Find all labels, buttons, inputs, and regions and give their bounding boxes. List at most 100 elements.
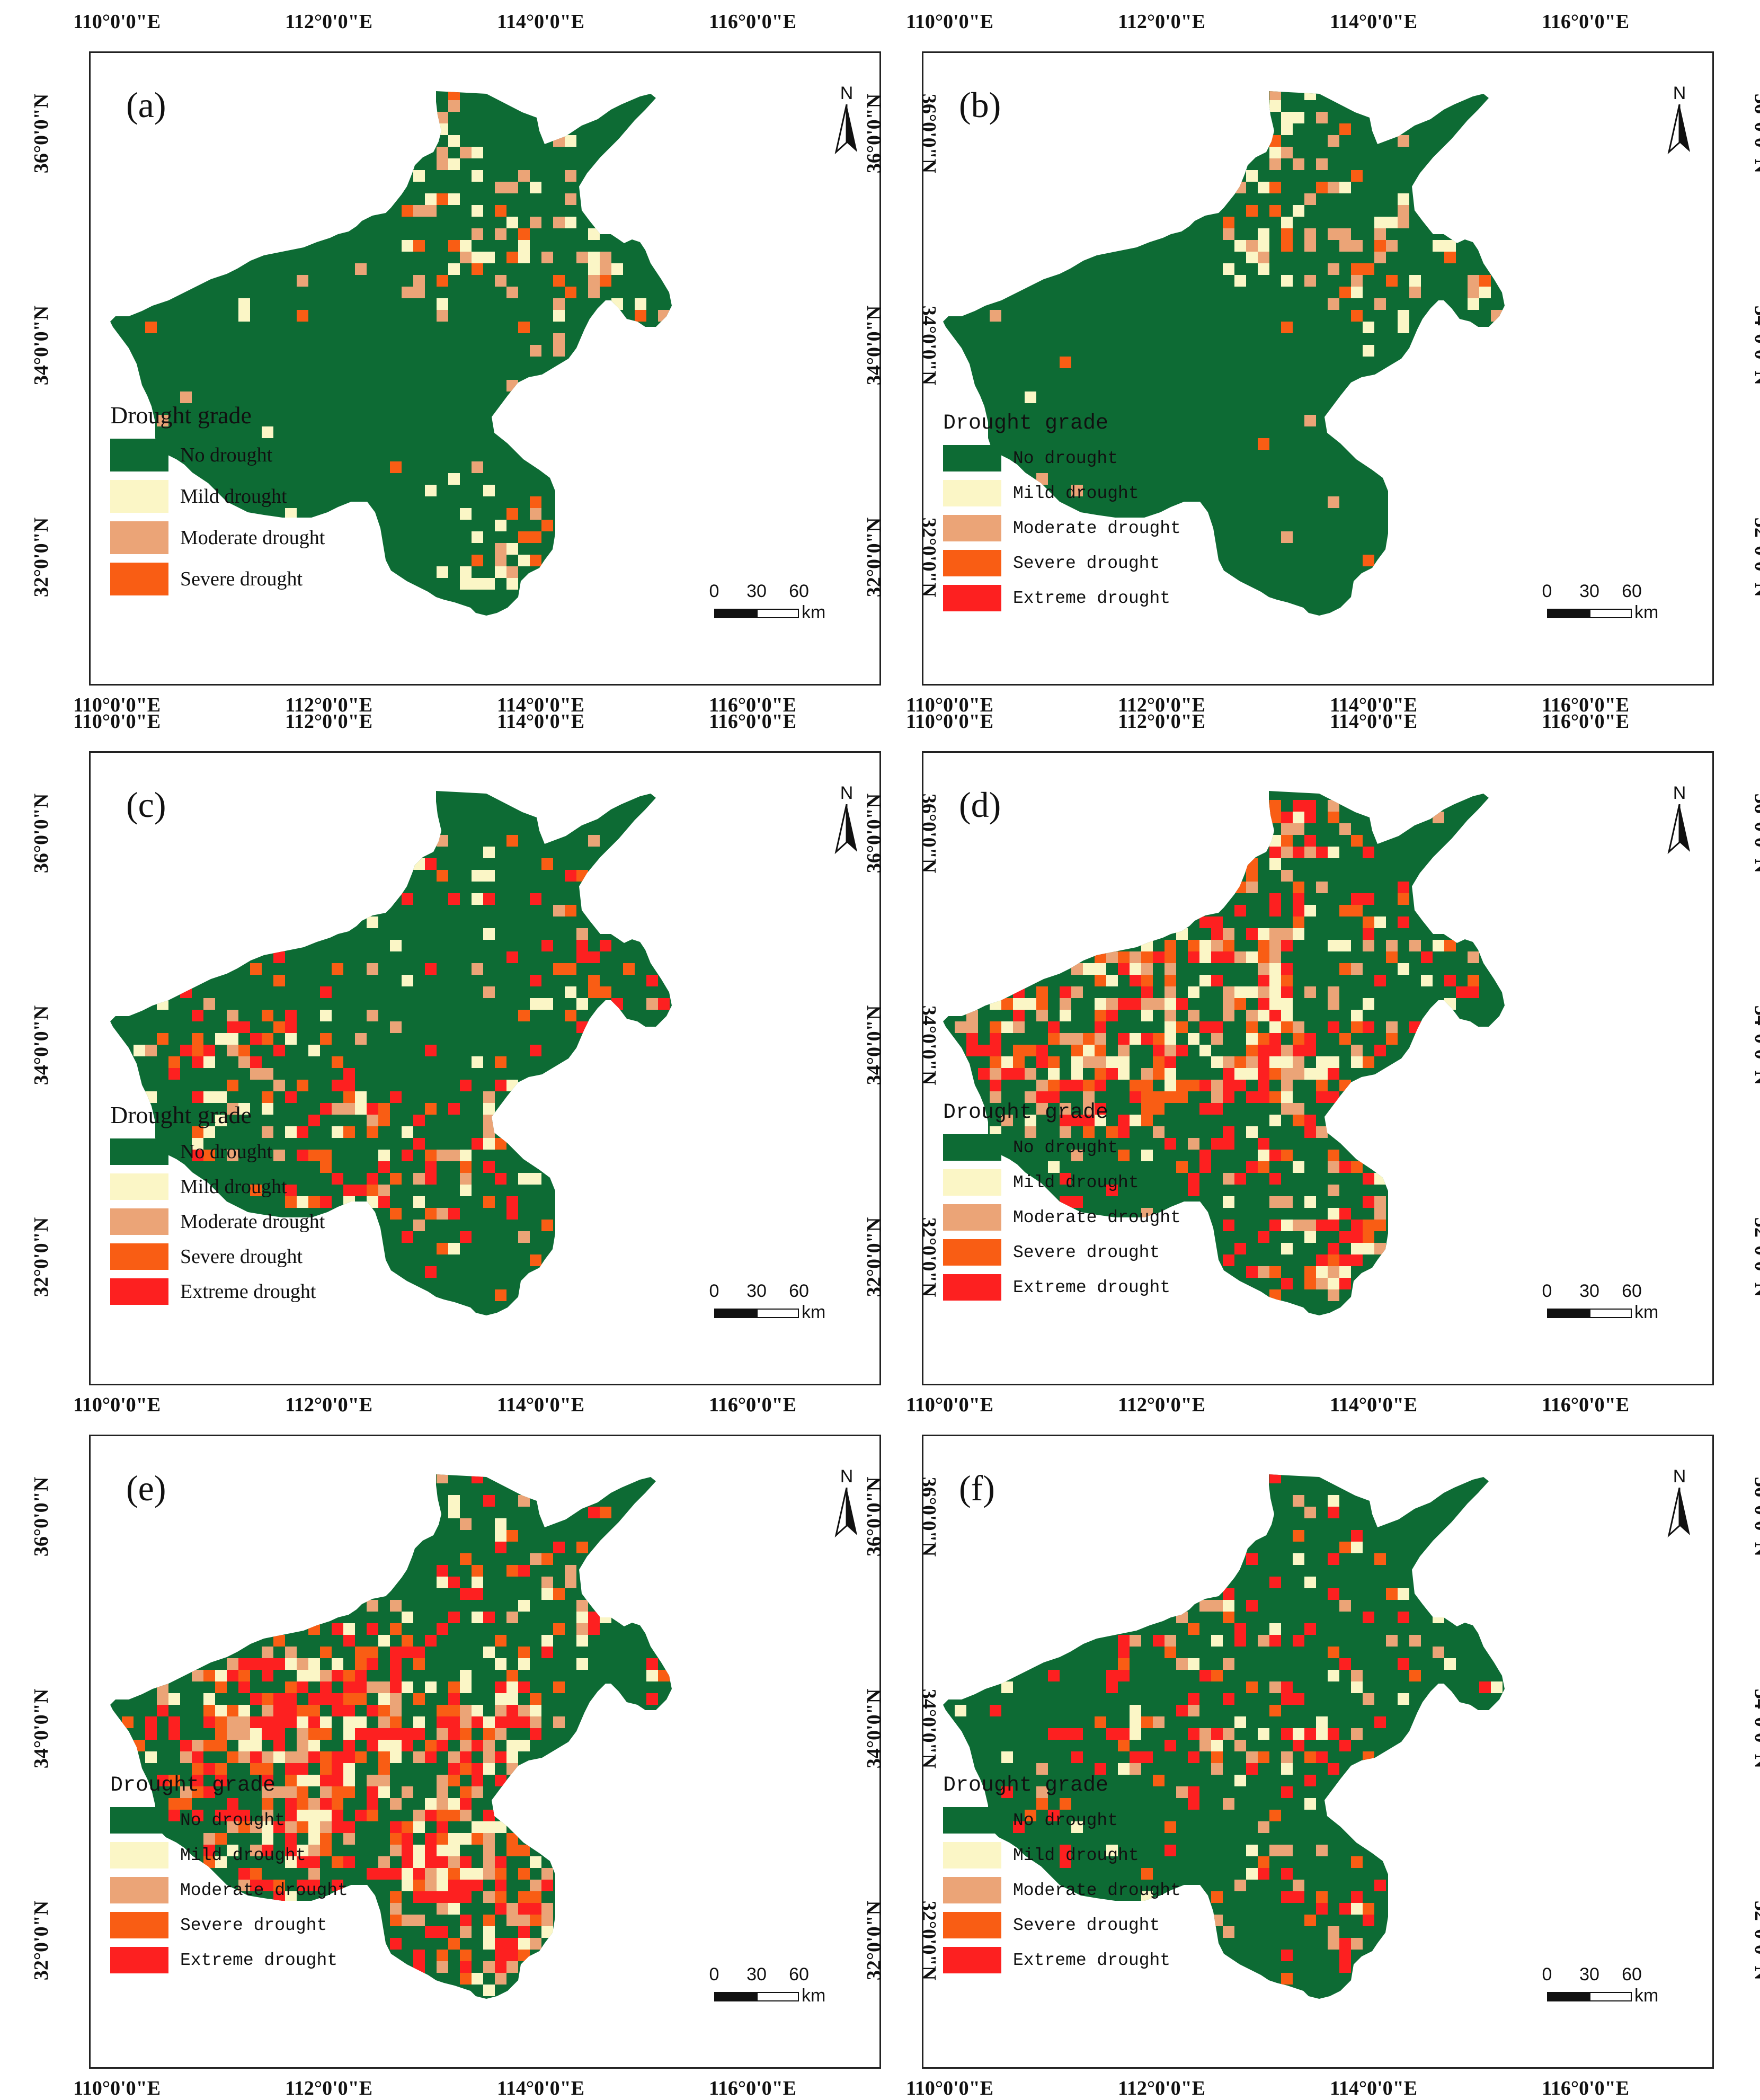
drought-cell [1246, 1266, 1258, 1278]
drought-cell [1479, 275, 1491, 287]
drought-cell [1223, 928, 1234, 940]
drought-cell [343, 1705, 355, 1716]
legend-item: Moderate drought [110, 1204, 325, 1239]
drought-cell [1258, 928, 1269, 940]
drought-cell [1234, 1243, 1246, 1254]
north-arrow-icon: N [1666, 1466, 1693, 1546]
drought-cell [343, 1775, 355, 1786]
drought-cell [1083, 1033, 1095, 1045]
drought-cell [483, 1103, 495, 1115]
drought-cell [472, 170, 483, 182]
drought-cell [506, 1080, 518, 1091]
longitude-label: 112°0'0"E [285, 11, 373, 33]
drought-cell [215, 1091, 227, 1103]
drought-cell [437, 1208, 448, 1220]
drought-cell [472, 1763, 483, 1775]
drought-cell [402, 1612, 413, 1623]
drought-cell [472, 1056, 483, 1068]
drought-cell [1071, 1196, 1083, 1208]
drought-cell [437, 1833, 448, 1845]
drought-cell [425, 1208, 437, 1220]
scale-segment-dark [714, 1309, 757, 1318]
drought-cell [1374, 1196, 1386, 1208]
latitude-label: 34°0'0"N [1750, 305, 1760, 386]
drought-cell [1339, 963, 1351, 975]
drought-cell [1374, 1045, 1386, 1056]
drought-cell [1281, 112, 1293, 123]
drought-cell [460, 1880, 472, 1891]
drought-cell [367, 1681, 378, 1693]
drought-cell [1001, 1021, 1013, 1033]
drought-cell [1036, 1045, 1048, 1056]
drought-cell [238, 1103, 250, 1115]
drought-cell [1246, 1600, 1258, 1612]
henan-drought-map [110, 91, 672, 616]
drought-cell [367, 1185, 378, 1196]
drought-cell [1188, 951, 1199, 963]
drought-cell [1141, 1751, 1153, 1763]
drought-cell [506, 1705, 518, 1716]
drought-cell [588, 835, 600, 847]
drought-cell [320, 1681, 332, 1693]
drought-cell [1363, 1693, 1374, 1705]
drought-cell [1479, 1681, 1491, 1693]
legend-label: Severe drought [180, 568, 303, 590]
drought-cell [1246, 1126, 1258, 1138]
drought-cell [1398, 893, 1409, 905]
drought-cell [145, 1728, 157, 1740]
drought-cell [1269, 1091, 1281, 1103]
drought-cell [1188, 940, 1199, 951]
longitude-label: 112°0'0"E [285, 1394, 373, 1416]
drought-cell [460, 1670, 472, 1681]
drought-cell [658, 1670, 670, 1681]
legend-swatch [943, 1842, 1001, 1868]
drought-cell [238, 1658, 250, 1670]
legend-swatch [110, 1138, 168, 1165]
drought-cell [1351, 240, 1363, 252]
drought-cell [425, 1266, 437, 1278]
drought-cell [203, 1670, 215, 1681]
legend-swatch [110, 1947, 168, 1973]
drought-cell [215, 1705, 227, 1716]
drought-cell [1165, 975, 1176, 986]
drought-cell [297, 1845, 308, 1856]
legend-swatch [110, 1877, 168, 1903]
drought-cell [1211, 975, 1223, 986]
drought-cell [1246, 205, 1258, 217]
scale-bar: 0 30 60 km [1542, 581, 1679, 639]
drought-cell [553, 275, 565, 287]
legend-swatch [110, 1807, 168, 1834]
panel-label: (c) [126, 785, 166, 825]
drought-cell [1130, 1080, 1141, 1091]
drought-cell [343, 1693, 355, 1705]
drought-cell [1095, 1080, 1106, 1091]
drought-cell [367, 1600, 378, 1612]
drought-cell [145, 322, 157, 333]
drought-cell [448, 1507, 460, 1518]
drought-cell [285, 1821, 297, 1833]
drought-cell [1060, 357, 1071, 368]
drought-cell [541, 998, 553, 1010]
drought-cell [483, 1985, 495, 1996]
drought-cell [1293, 1880, 1304, 1891]
drought-cell [227, 1845, 238, 1856]
drought-cell [990, 1045, 1001, 1056]
drought-cell [1188, 1751, 1199, 1763]
drought-cell [355, 1693, 367, 1705]
drought-cell [1036, 1080, 1048, 1091]
drought-cell [1339, 1278, 1351, 1289]
drought-cell [273, 1150, 285, 1161]
scale-unit: km [802, 1986, 826, 2006]
drought-cell [448, 1208, 460, 1220]
drought-cell [1293, 1045, 1304, 1056]
drought-cell [600, 986, 611, 998]
legend-item: Severe drought [943, 1908, 1181, 1943]
drought-cell [472, 1577, 483, 1588]
drought-cell [437, 1243, 448, 1254]
drought-cell [413, 1950, 425, 1961]
drought-cell [1281, 1150, 1293, 1161]
drought-cell [1398, 1588, 1409, 1600]
drought-cell [1281, 963, 1293, 975]
drought-cell [472, 1565, 483, 1577]
drought-cell [378, 1103, 390, 1115]
